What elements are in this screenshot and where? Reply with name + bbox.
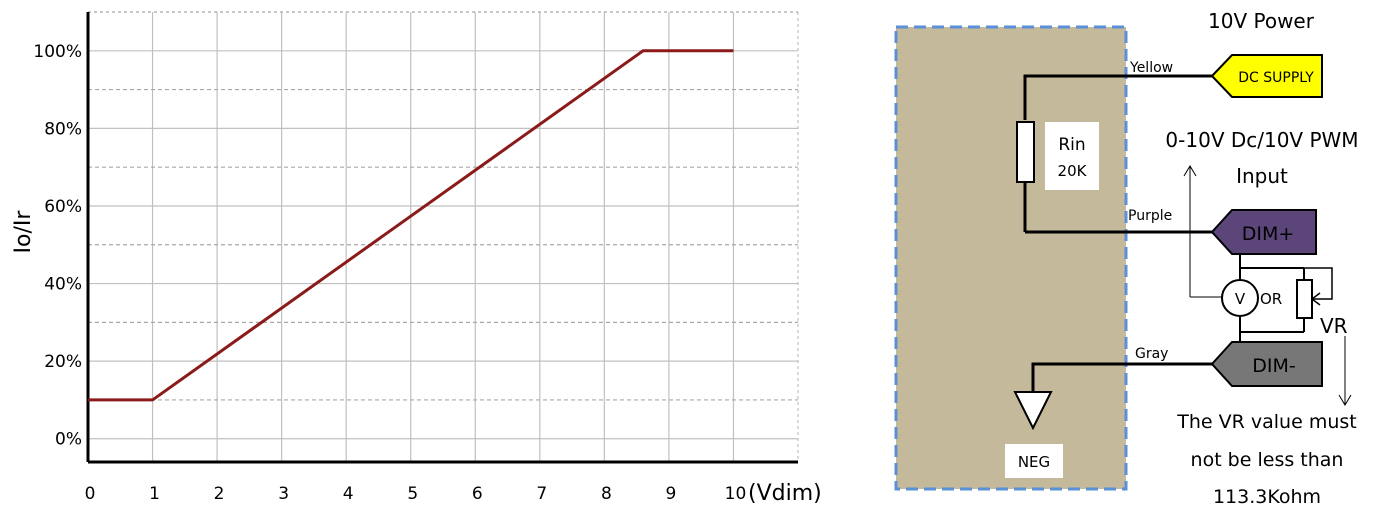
x-tick-label: 7 <box>536 484 547 504</box>
wire-label-yellow: Yellow <box>1129 60 1173 76</box>
y-tick-labels: 0% 20% 40% 60% 80% 100% <box>33 42 82 450</box>
dim-plus-connector <box>1210 209 1317 255</box>
x-tick-label: 8 <box>601 484 612 504</box>
x-axis-title: (Vdim) <box>748 481 822 506</box>
vr-note-line1: The VR value must <box>1176 411 1356 433</box>
vr-wiper-arrow <box>1310 292 1321 306</box>
ground-icon <box>1013 391 1053 431</box>
vr-label: VR <box>1320 314 1348 338</box>
y-tick-label: 100% <box>33 42 82 62</box>
wiring-diagram: Yellow 10V Power DC SUPPLY Rin 20K 0-10V… <box>894 9 1359 508</box>
yellow-wire <box>1023 74 1212 120</box>
x-tick-label: 6 <box>472 484 483 504</box>
chart-grid <box>88 11 799 462</box>
dc-supply-label: DC SUPPLY <box>1238 70 1314 86</box>
series-group <box>88 49 734 402</box>
gray-wire <box>1031 362 1212 392</box>
y-tick-label: 0% <box>55 430 82 450</box>
dimming-curve-chart: 0 1 2 3 4 5 6 7 8 9 10 0% 20% 40% 60% 80% 100% (Vdim) I… <box>11 11 822 506</box>
resistor-value: 20K <box>1058 162 1088 180</box>
dc-supply-connector <box>1210 54 1323 98</box>
neg-label: NEG <box>1018 453 1050 471</box>
resistor-label: Rin <box>1058 135 1085 155</box>
power-label: 10V Power <box>1208 9 1315 33</box>
dim-minus-connector <box>1210 341 1323 387</box>
wire-label-purple: Purple <box>1128 208 1172 224</box>
input-arrow-head <box>1183 165 1197 177</box>
vr-note-line2: not be less than <box>1191 449 1344 471</box>
chart-axes <box>86 12 798 464</box>
y-tick-label: 80% <box>44 119 82 139</box>
note-arrow-head <box>1338 394 1352 406</box>
series-line <box>88 49 734 402</box>
x-tick-label: 4 <box>343 484 354 504</box>
x-tick-label: 2 <box>214 484 225 504</box>
input-label-line2: Input <box>1236 164 1288 188</box>
x-tick-labels: 0 1 2 3 4 5 6 7 8 9 10 <box>85 484 747 504</box>
x-tick-label: 5 <box>407 484 418 504</box>
dim-minus-label: DIM- <box>1252 355 1295 377</box>
x-tick-label: 9 <box>665 484 676 504</box>
dim-plus-label: DIM+ <box>1242 223 1295 245</box>
x-tick-label: 0 <box>85 484 96 504</box>
neg-label-box <box>1005 444 1063 478</box>
vr-wiper <box>1304 267 1333 300</box>
y-tick-label: 60% <box>44 197 82 217</box>
input-label-line1: 0-10V Dc/10V PWM <box>1165 128 1358 152</box>
x-tick-label: 1 <box>149 484 160 504</box>
y-axis-title: Io/Ir <box>11 210 36 254</box>
or-label: OR <box>1260 290 1282 308</box>
driver-box <box>894 25 1128 491</box>
resistor-rin <box>1016 121 1035 183</box>
x-tick-label: 10 <box>725 484 747 504</box>
wire-label-gray: Gray <box>1135 346 1168 362</box>
y-tick-label: 40% <box>44 275 82 295</box>
vr-note-line3: 113.3Kohm <box>1213 486 1321 508</box>
voltmeter-label: V <box>1235 290 1246 308</box>
variable-resistor <box>1296 279 1313 319</box>
y-tick-label: 20% <box>44 352 82 372</box>
resistor-label-box <box>1045 122 1099 190</box>
x-tick-label: 3 <box>278 484 289 504</box>
